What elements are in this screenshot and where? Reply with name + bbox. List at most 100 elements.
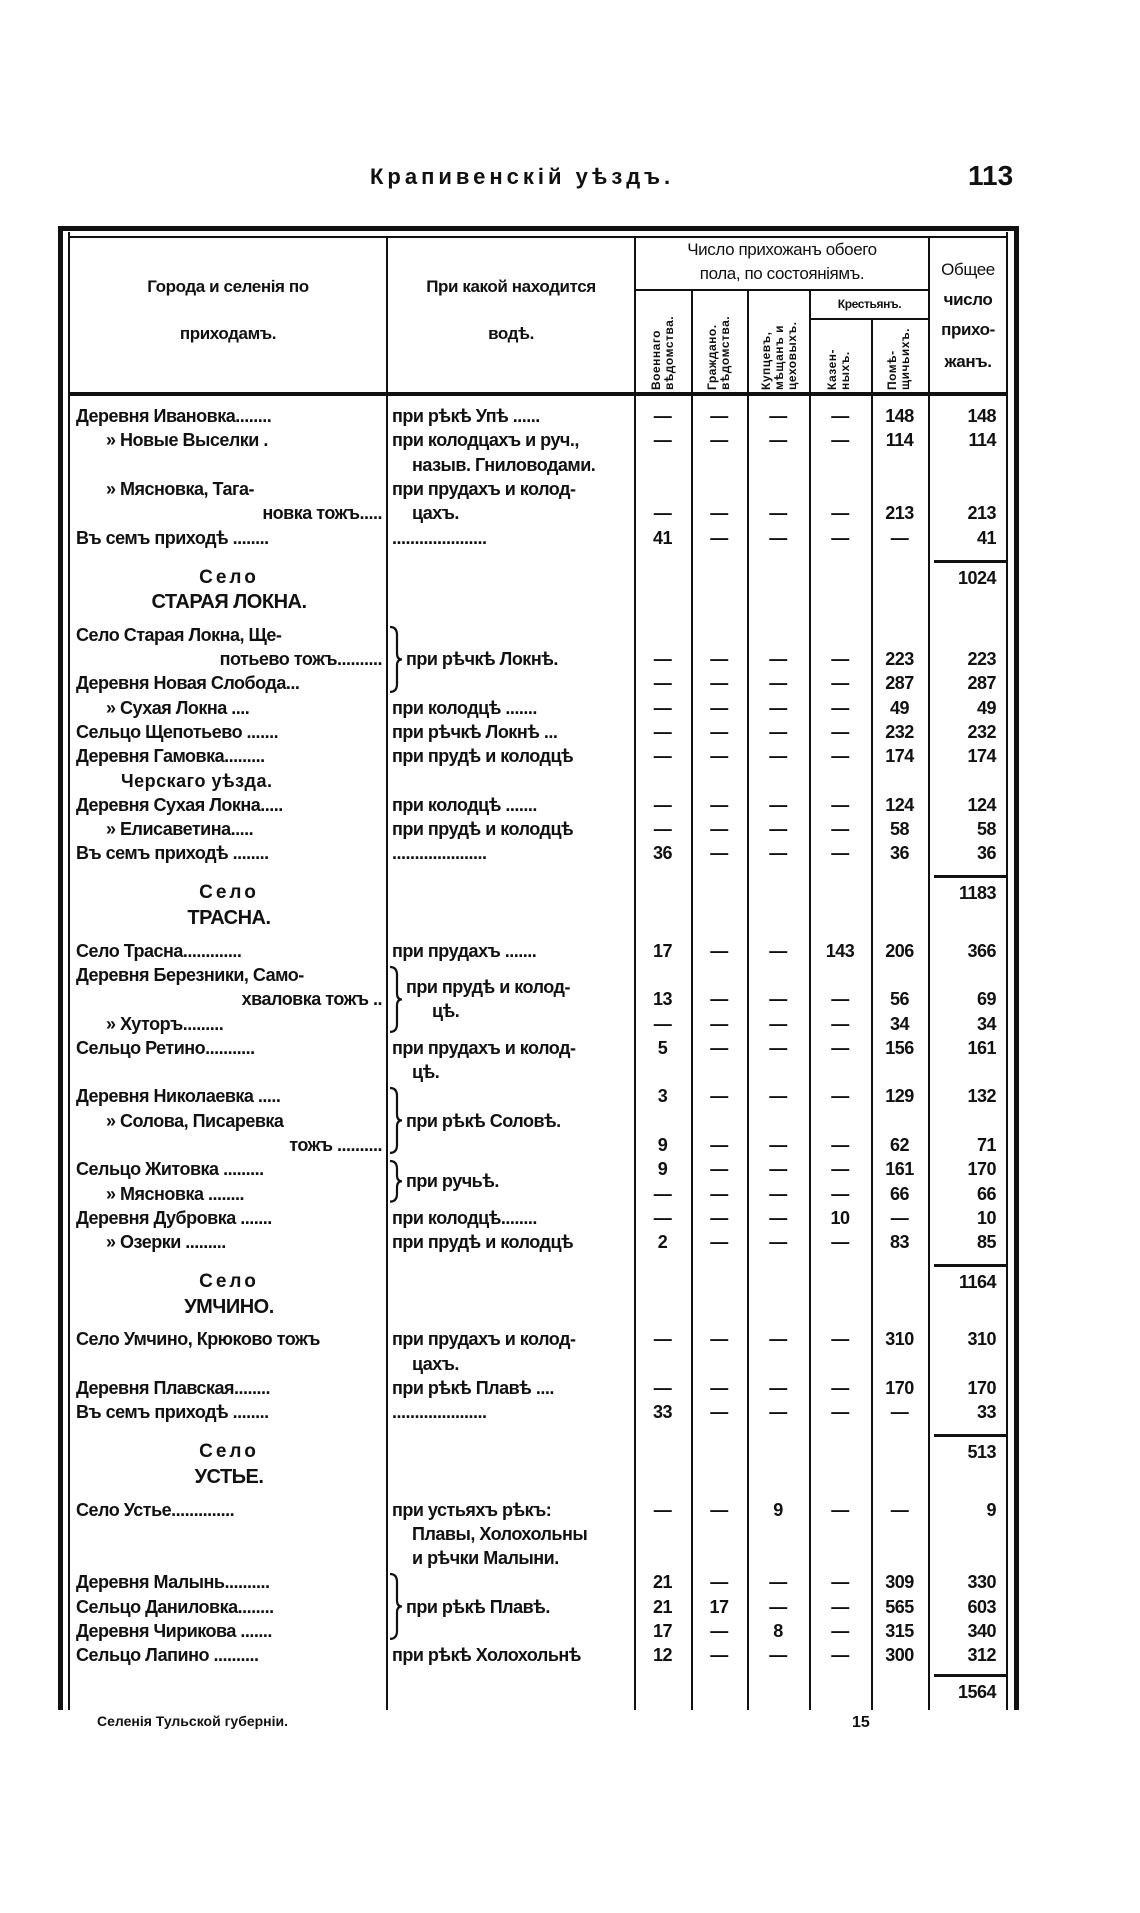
- place-name: тожъ ..........: [289, 1135, 382, 1155]
- frame-top-outer: [58, 226, 1019, 231]
- value-cell: —: [710, 527, 728, 548]
- value-cell: 143: [825, 940, 855, 961]
- water-source: при рѣкѣ Холохольнѣ: [392, 1645, 581, 1666]
- col-line-places: [386, 236, 388, 1710]
- frame-top-inner: [68, 236, 1008, 238]
- value-cell: —: [710, 1232, 728, 1253]
- place-name: Деревня Дубровка .......: [76, 1207, 272, 1228]
- parish-total: 1164: [958, 1272, 997, 1293]
- value-cell: 213: [885, 503, 914, 524]
- value-cell: —: [769, 1329, 787, 1350]
- total-cell: 287: [967, 673, 996, 694]
- value-cell: 58: [889, 819, 910, 840]
- place-name: Въ семъ приходѣ ........: [76, 843, 269, 864]
- value-cell: —: [769, 746, 787, 767]
- water-source: при прудѣ и колодцѣ: [392, 819, 574, 840]
- value-cell: —: [710, 503, 728, 524]
- total-cell: 310: [967, 1329, 996, 1350]
- section-title: УСТЬЕ.: [194, 1465, 264, 1488]
- total-cell: 33: [976, 1402, 997, 1423]
- water-source: при рѣчкѣ Локнѣ ...: [392, 721, 558, 742]
- place-name: » Новые Выселки .: [106, 430, 268, 451]
- value-cell: 41: [652, 527, 673, 548]
- value-cell: —: [710, 649, 728, 669]
- water-source: назыв. Гниловодами.: [412, 454, 596, 475]
- value-cell: —: [710, 1086, 728, 1107]
- value-cell: —: [831, 746, 849, 767]
- value-cell: —: [769, 1645, 787, 1666]
- col-line-state: [871, 318, 873, 1710]
- value-cell: —: [831, 1499, 849, 1520]
- water-source: при прудахъ и колод-: [392, 1329, 576, 1350]
- value-cell: 17: [652, 940, 673, 961]
- value-cell: —: [653, 697, 672, 718]
- total-cell: 213: [967, 503, 996, 524]
- value-cell: —: [710, 1499, 728, 1520]
- value-cell: —: [769, 1378, 787, 1398]
- value-cell: —: [831, 406, 849, 426]
- header-water-line2: водѣ.: [488, 324, 534, 343]
- value-cell: —: [831, 721, 849, 742]
- frame-right-inner: [1006, 232, 1008, 1710]
- value-cell: 2: [657, 1232, 668, 1253]
- place-name: Деревня Чирикова .......: [76, 1621, 272, 1641]
- header-total-line4: жанъ.: [944, 352, 992, 371]
- value-cell: —: [769, 721, 787, 742]
- value-cell: —: [710, 1378, 728, 1398]
- place-name: Деревня Новая Слобода...: [76, 673, 300, 694]
- water-source: при рѣкѣ Соловѣ.: [406, 1110, 561, 1131]
- total-cell: 71: [976, 1135, 997, 1155]
- total-cell: 330: [967, 1572, 996, 1593]
- total-cell: 174: [967, 746, 996, 767]
- value-cell: —: [653, 430, 672, 451]
- water-source: цѣ.: [432, 1001, 460, 1022]
- brace-icon: [389, 1160, 403, 1203]
- value-cell: —: [831, 1621, 849, 1641]
- place-name: » Озерки .........: [106, 1232, 226, 1253]
- value-cell: —: [769, 1402, 787, 1423]
- total-cell: 114: [968, 430, 996, 451]
- value-cell: —: [653, 1207, 672, 1228]
- value-cell: —: [769, 1037, 787, 1058]
- value-cell: —: [769, 406, 787, 426]
- place-name: Деревня Березники, Само-: [76, 964, 304, 985]
- value-cell: 156: [885, 1037, 914, 1058]
- value-cell: —: [769, 989, 787, 1010]
- total-cell: 132: [967, 1086, 996, 1107]
- water-source: Плавы, Холохольны: [412, 1523, 588, 1544]
- header-civil: Граждано. вѣдомства.: [705, 315, 732, 390]
- water-source: при рѣкѣ Плавѣ ....: [392, 1378, 554, 1398]
- value-cell: 161: [885, 1159, 914, 1180]
- value-cell: —: [710, 940, 728, 961]
- brace-icon: [389, 1573, 403, 1641]
- total-cell: 85: [976, 1232, 997, 1253]
- place-name: новка тожъ.....: [262, 503, 382, 524]
- value-cell: —: [831, 819, 849, 840]
- value-cell: 10: [830, 1207, 850, 1228]
- value-cell: —: [831, 1159, 849, 1180]
- header-merchants: Купцевъ, мѣщанъ и цеховыхъ.: [759, 321, 799, 390]
- total-cell: 603: [967, 1596, 996, 1617]
- value-cell: —: [831, 794, 849, 815]
- value-cell: —: [769, 1572, 787, 1593]
- value-cell: —: [769, 819, 787, 840]
- place-name: » Елисаветина.....: [106, 819, 254, 840]
- total-cell: 10: [976, 1207, 997, 1228]
- value-cell: —: [710, 430, 728, 451]
- value-cell: —: [769, 527, 787, 548]
- total-cell: 170: [967, 1159, 996, 1180]
- col-line-military: [691, 289, 693, 1710]
- total-cell: 340: [967, 1621, 996, 1641]
- value-cell: 21: [652, 1572, 673, 1593]
- water-source: при рѣчкѣ Локнѣ.: [406, 649, 558, 669]
- total-cell: 36: [976, 843, 997, 864]
- place-name: Сельцо Ретино...........: [76, 1037, 255, 1058]
- place-name: Село Трасна.............: [76, 940, 242, 961]
- value-cell: —: [710, 794, 728, 815]
- value-cell: 9: [773, 1499, 783, 1520]
- footer-signature: Селенія Тульской губерніи.: [97, 1713, 289, 1729]
- value-cell: 287: [885, 673, 914, 694]
- value-cell: —: [831, 1572, 849, 1593]
- value-cell: —: [710, 697, 728, 718]
- value-cell: 49: [889, 697, 910, 718]
